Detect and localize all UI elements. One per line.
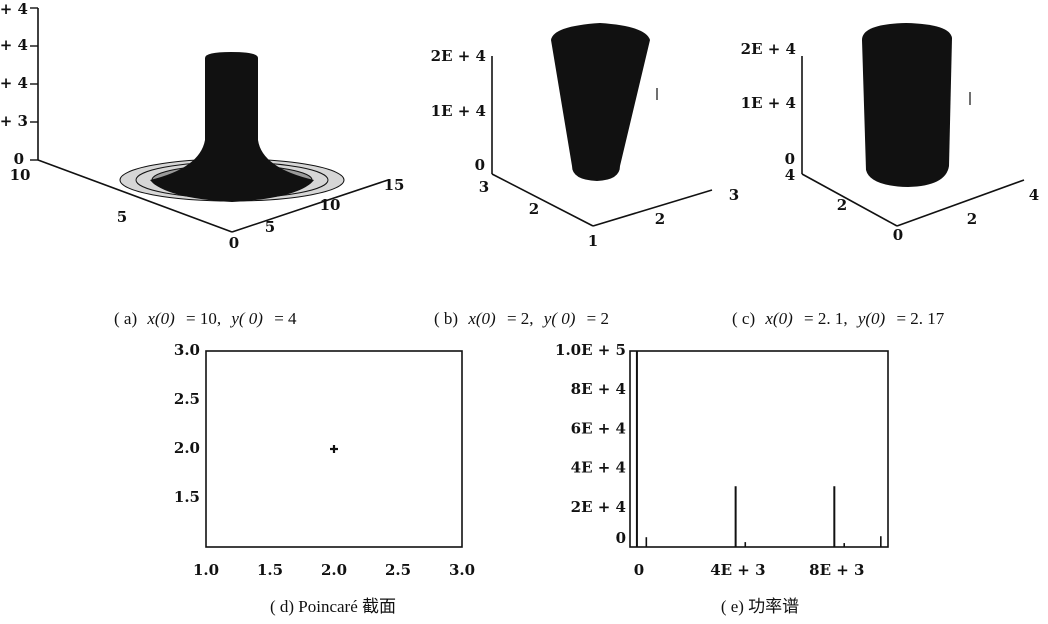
panel-c-y-tick-label: 0 [893, 226, 903, 244]
panel-d-x-tick-label: 2.0 [321, 561, 347, 579]
panel-d-x-tick-label: 1.0 [193, 561, 219, 579]
caption-c-y-value: = 2. 17 [896, 309, 944, 328]
caption-a-x-expr: x(0) [146, 309, 175, 328]
panel-d-y-tick-label: 1.5 [174, 488, 200, 506]
caption-c-y-expr: y(0) [856, 309, 886, 328]
panel-d-plot-frame [205, 350, 463, 548]
panel-a-y-axis [37, 159, 233, 233]
panel-c-surface [862, 23, 952, 187]
caption-b-x-value: = 2, [507, 309, 534, 328]
panel-e: 0 2E + 4 4E + 4 6E + 4 8E + 4 1.0E + 5 0 4E + 3… [555, 341, 889, 579]
panel-a-x-tick-label: 10 [320, 196, 341, 214]
panel-e-x-tick-label: 8E + 3 [809, 561, 864, 579]
caption-c: ( c) x(0) = 2. 1, y(0) = 2. 17 [732, 309, 945, 328]
panel-a-x-tick-label: 5 [265, 218, 275, 236]
panel-e-y-tick-label: 8E + 4 [571, 380, 626, 398]
panel-e-x-tick-label: 0 [634, 561, 644, 579]
panel-b-y-axis [491, 173, 594, 227]
panel-b-x-axis [592, 189, 713, 227]
panel-a-z-tick-label: 5.0E + 3 [0, 112, 28, 130]
caption-a-tag: ( a) [114, 309, 137, 328]
panel-e-y-tick-label: 2E + 4 [571, 498, 626, 516]
panel-e-y-tick-label: 0 [616, 529, 626, 547]
panel-a-z-tick-label: 0 [14, 150, 24, 168]
panel-e-y-tick-label: 4E + 4 [571, 459, 626, 477]
panel-e-marks: 0 2E + 4 4E + 4 6E + 4 8E + 4 1.0E + 5 0 4E + 3… [555, 341, 882, 579]
panel-c-z-tick-label: 1E + 4 [741, 94, 796, 112]
caption-c-x-value: = 2. 1, [804, 309, 848, 328]
panel-d-x-tick-label: 3.0 [449, 561, 475, 579]
panel-a-y-tick-label: 10 [10, 166, 31, 184]
panel-b-z-tick-label: 2E + 4 [431, 47, 486, 65]
panel-e-x-tick-label: 4E + 3 [710, 561, 765, 579]
panel-d-y-tick-label: 2.5 [174, 390, 200, 408]
panel-c-z-tick-label: 2E + 4 [741, 40, 796, 58]
panel-b-y-tick-label: 2 [529, 200, 539, 218]
caption-b-y-expr: y( 0) [542, 309, 576, 328]
panel-d-y-tick-label: 2.0 [174, 439, 200, 457]
caption-a-y-value: = 4 [274, 309, 297, 328]
panel-c-z-tick-label: 0 [785, 150, 795, 168]
panel-a-surface [119, 52, 345, 202]
panel-e-plot-frame [629, 350, 889, 548]
caption-a-x-value: = 10, [186, 309, 221, 328]
caption-a: ( a) x(0) = 10, y( 0) = 4 [114, 309, 297, 328]
panel-a-y-tick-label: 5 [117, 208, 127, 226]
caption-c-tag: ( c) [732, 309, 755, 328]
panel-c-x-tick-label: 2 [967, 210, 977, 228]
panel-e-y-tick-label: 6E + 4 [571, 419, 626, 437]
caption-b-x-expr: x(0) [467, 309, 496, 328]
panel-d-x-tick-label: 1.5 [257, 561, 283, 579]
caption-e: ( e) 功率谱 [721, 597, 799, 616]
panel-a-x-tick-label: 15 [384, 176, 405, 194]
caption-d: ( d) Poincaré 截面 [270, 597, 396, 616]
panel-a-x-axis [231, 179, 389, 233]
panel-c: 0 1E + 4 2E + 4 4 2 0 2 4 [741, 23, 1039, 244]
panel-c-y-tick-label: 2 [837, 196, 847, 214]
caption-b-tag: ( b) [434, 309, 458, 328]
panel-d-point [330, 445, 338, 453]
panel-b-z-tick-label: 0 [475, 156, 485, 174]
panel-a: 0 5.0E + 3 1.0E + 4 1.5E + 4 2.0E + 4 10… [0, 0, 404, 252]
panel-d-x-tick-label: 2.5 [385, 561, 411, 579]
panel-b-y-tick-label: 3 [479, 178, 489, 196]
panel-e-y-tick-label: 1.0E + 5 [555, 341, 626, 359]
caption-a-y-expr: y( 0) [229, 309, 263, 328]
panel-b-x-tick-label: 3 [729, 186, 739, 204]
panel-c-y-axis [801, 173, 898, 227]
caption-c-x-expr: x(0) [764, 309, 793, 328]
panel-c-x-axis [896, 179, 1025, 227]
panel-d: 1.0 1.5 2.0 2.5 3.0 1.5 2.0 2.5 3.0 [174, 341, 475, 579]
panel-a-y-tick-label: 0 [229, 234, 239, 252]
panel-b-z-tick-label: 1E + 4 [431, 102, 486, 120]
panel-a-z-tick-label: 2.0E + 4 [0, 0, 28, 18]
caption-b: ( b) x(0) = 2, y( 0) = 2 [434, 309, 609, 328]
panel-d-y-tick-label: 3.0 [174, 341, 200, 359]
panel-b-x-tick-label: 2 [655, 210, 665, 228]
panel-a-z-tick-label: 1.5E + 4 [0, 36, 28, 54]
panel-b-y-tick-label: 1 [588, 232, 598, 250]
panel-c-x-tick-label: 4 [1029, 186, 1039, 204]
panel-a-z-tick-label: 1.0E + 4 [0, 74, 28, 92]
caption-b-y-value: = 2 [587, 309, 609, 328]
panel-d-marks: 1.0 1.5 2.0 2.5 3.0 1.5 2.0 2.5 3.0 [174, 341, 475, 579]
panel-b-surface [551, 23, 650, 181]
panel-c-y-tick-label: 4 [785, 166, 795, 184]
panel-b: 0 1E + 4 2E + 4 3 2 1 2 3 [431, 23, 739, 250]
